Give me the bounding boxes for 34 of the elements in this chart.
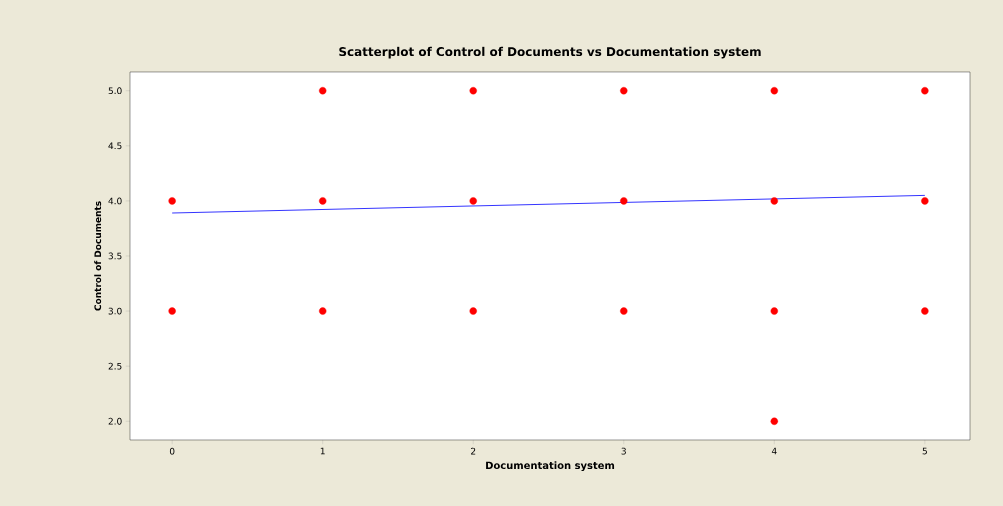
point	[921, 197, 929, 205]
y-tick-label: 5.0	[108, 87, 122, 95]
y-axis-title: Control of Documents	[94, 201, 102, 311]
x-tick-label: 5	[922, 447, 927, 455]
point	[620, 197, 628, 205]
x-tick-label: 1	[320, 447, 325, 455]
x-axis-title: Documentation system	[486, 461, 615, 472]
point	[620, 307, 628, 315]
y-tick-label: 4.0	[108, 197, 122, 205]
point	[770, 417, 779, 425]
point	[319, 197, 327, 205]
chart-title: Scatterplot of Control of Documents vs Documentation system	[339, 46, 761, 59]
point	[168, 307, 176, 315]
point	[168, 197, 176, 205]
point	[319, 307, 327, 315]
y-tick-label: 2.0	[108, 417, 122, 425]
point	[770, 307, 779, 315]
point	[620, 87, 628, 95]
x-tick-label: 3	[621, 447, 626, 455]
point	[469, 87, 477, 95]
y-tick-label: 4.5	[108, 142, 122, 150]
point	[319, 87, 327, 95]
x-tick-label: 4	[771, 447, 777, 455]
point	[921, 307, 929, 315]
y-tick-label: 3.5	[108, 252, 122, 260]
y-tick-label: 2.5	[108, 362, 122, 370]
point	[921, 87, 929, 95]
point	[770, 197, 779, 205]
x-tick-label: 2	[471, 447, 476, 455]
point	[469, 307, 477, 315]
point	[469, 197, 477, 205]
x-tick-label: 0	[169, 447, 175, 455]
point	[770, 87, 779, 95]
y-tick-label: 3.0	[108, 307, 122, 315]
